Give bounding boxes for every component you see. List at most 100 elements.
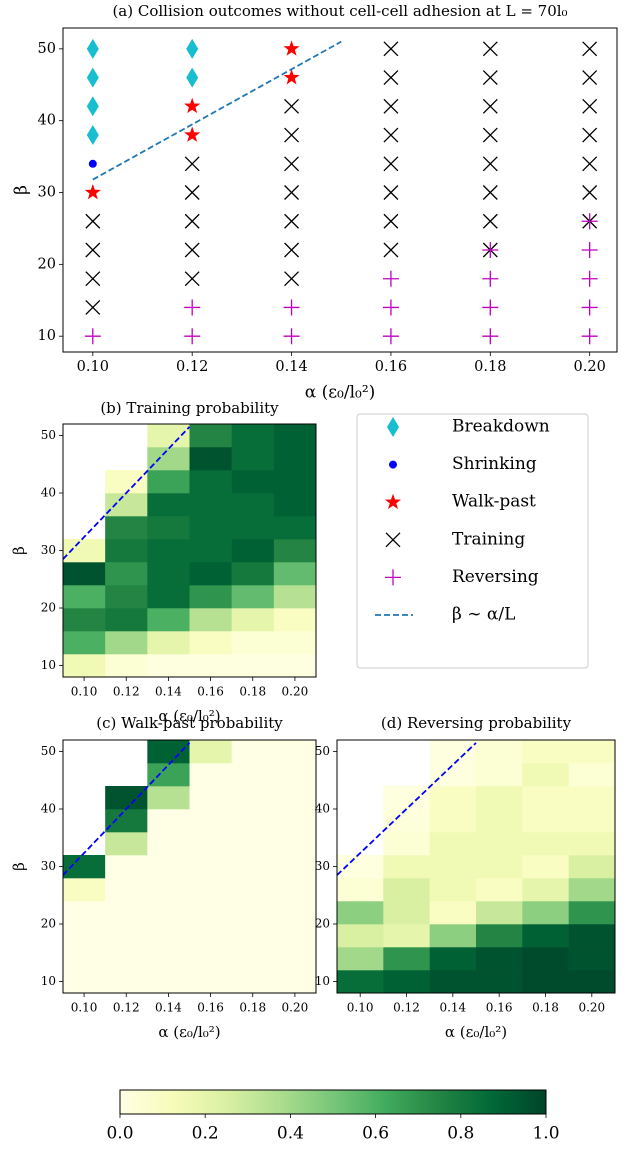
x-tick-label: 0.20 xyxy=(574,359,606,375)
heat-cell xyxy=(337,970,384,994)
x-tick-label: 0.20 xyxy=(282,1001,309,1015)
colorbar-tick-label: 0.0 xyxy=(106,1124,133,1144)
point xyxy=(88,159,97,168)
heat-cell xyxy=(429,786,477,810)
point xyxy=(86,67,99,88)
x-tick-label: 0.12 xyxy=(113,1001,140,1015)
point xyxy=(184,299,201,316)
heat-cell xyxy=(429,740,477,764)
heat-cell xyxy=(147,539,190,563)
chart-title: (d) Reversing probability xyxy=(381,714,572,732)
heat-cell xyxy=(383,901,430,925)
heat-cell xyxy=(476,947,523,971)
heat-cell xyxy=(273,970,317,994)
heat-cell xyxy=(231,516,275,540)
y-tick-label: 20 xyxy=(38,256,56,272)
heat-cell xyxy=(383,855,430,879)
heat-cell xyxy=(476,786,523,810)
y-tick-label: 40 xyxy=(41,486,56,500)
heat-cell xyxy=(231,832,275,856)
point xyxy=(582,98,598,114)
heat-cell xyxy=(273,447,317,471)
legend-label: Walk-past xyxy=(452,492,536,512)
heat-cell xyxy=(522,809,569,833)
heat-cell xyxy=(147,763,190,787)
heat-cell xyxy=(63,878,106,902)
legend-box xyxy=(356,413,589,669)
heat-cell xyxy=(383,947,430,971)
heat-cell xyxy=(337,878,384,902)
y-tick-label: 20 xyxy=(41,917,56,931)
point xyxy=(284,242,300,258)
heat-cell xyxy=(383,878,430,902)
trend-line xyxy=(336,742,477,876)
y-tick-label: 50 xyxy=(41,428,56,442)
point xyxy=(284,98,300,114)
x-tick-label: 0.14 xyxy=(439,1001,466,1015)
x-axis-label: α (ε₀/l₀²) xyxy=(305,383,376,403)
point xyxy=(184,242,200,258)
heat-cell xyxy=(429,832,477,856)
plot-frame xyxy=(62,423,317,678)
heat-cell xyxy=(476,878,523,902)
heat-cell xyxy=(105,832,148,856)
heat-cell xyxy=(105,585,148,609)
y-tick-label: 10 xyxy=(41,658,56,672)
heat-cell xyxy=(147,631,190,655)
x-tick-label: 0.16 xyxy=(486,1001,513,1015)
heat-cell xyxy=(429,947,477,971)
heat-cell xyxy=(63,608,106,632)
heat-cell xyxy=(231,970,275,994)
y-axis-label: β xyxy=(10,546,28,555)
y-tick-label: 40 xyxy=(315,802,330,816)
plot-frame xyxy=(62,27,618,353)
x-tick-label: 0.16 xyxy=(197,1001,224,1015)
legend-swatch xyxy=(385,532,401,548)
heat-cell xyxy=(189,740,232,764)
point xyxy=(582,127,598,143)
point xyxy=(582,156,598,172)
heat-cell xyxy=(476,740,523,764)
y-tick-label: 20 xyxy=(315,917,330,931)
heat-cell xyxy=(189,763,232,787)
heat-cell xyxy=(476,809,523,833)
legend-label: Shrinking xyxy=(452,454,537,474)
y-tick-label: 50 xyxy=(315,744,330,758)
point xyxy=(284,127,300,143)
point xyxy=(482,213,498,229)
heat-cell xyxy=(189,562,232,586)
point xyxy=(482,299,499,316)
y-tick-label: 10 xyxy=(315,974,330,988)
heat-cell xyxy=(105,562,148,586)
heat-cell xyxy=(522,947,569,971)
heat-cell xyxy=(568,970,616,994)
point xyxy=(85,213,101,229)
heat-cell xyxy=(476,855,523,879)
heat-cell xyxy=(147,740,190,764)
heat-cell xyxy=(105,470,148,494)
heat-cell xyxy=(189,809,232,833)
heat-cell xyxy=(63,631,106,655)
heat-cell xyxy=(273,424,317,448)
chart-title: (b) Training probability xyxy=(100,399,279,417)
heat-cell xyxy=(147,585,190,609)
legend-label: Reversing xyxy=(452,567,539,587)
legend-label: Training xyxy=(452,529,525,549)
heat-cell xyxy=(337,901,384,925)
heat-cell xyxy=(147,832,190,856)
y-tick-label: 30 xyxy=(38,185,56,201)
point xyxy=(383,127,399,143)
heat-cell xyxy=(189,786,232,810)
heat-cell xyxy=(231,654,275,678)
heat-cell xyxy=(189,832,232,856)
heat-cell xyxy=(383,832,430,856)
heat-cell xyxy=(105,631,148,655)
heat-cell xyxy=(63,654,106,678)
y-axis-label: β xyxy=(12,185,32,195)
point xyxy=(284,271,300,287)
heat-cell xyxy=(476,763,523,787)
heat-cell xyxy=(63,947,106,971)
heat-cell xyxy=(231,424,275,448)
